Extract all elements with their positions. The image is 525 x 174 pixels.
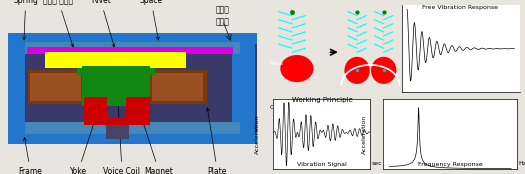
Bar (77, 68, 155, 75)
Text: 가이드: 가이드 (216, 17, 229, 26)
Text: Frame: Frame (18, 137, 43, 174)
Bar (45, 52, 186, 68)
Text: Voice Coil: Voice Coil (103, 77, 141, 174)
Bar (83, 97, 108, 125)
Text: Vibration Signal: Vibration Signal (298, 162, 347, 167)
Text: 골전도 전달체: 골전도 전달체 (43, 0, 74, 47)
Text: Frequency Response: Frequency Response (418, 162, 483, 167)
Bar (30, 73, 81, 101)
Bar (232, 33, 255, 144)
Text: Free Vibration Response: Free Vibration Response (423, 5, 498, 10)
Text: sec: sec (372, 161, 383, 166)
Text: Rivet: Rivet (91, 0, 115, 47)
Bar (126, 97, 150, 125)
Ellipse shape (280, 55, 313, 82)
Text: Mass: Mass (270, 61, 284, 66)
Text: Plate: Plate (206, 108, 227, 174)
Text: Acceleration: Acceleration (255, 114, 260, 154)
Ellipse shape (371, 57, 396, 84)
Text: Working Principle: Working Principle (292, 97, 353, 103)
Ellipse shape (344, 57, 370, 84)
Bar (8, 33, 257, 44)
Bar (26, 47, 233, 54)
Bar (150, 70, 207, 104)
Text: Hz: Hz (519, 161, 525, 166)
Bar (8, 134, 257, 144)
Text: Acceleration: Acceleration (362, 114, 367, 154)
Text: 진동자: 진동자 (216, 5, 229, 14)
Text: Concave Surface: Concave Surface (270, 105, 323, 110)
Bar (152, 73, 203, 101)
Bar (106, 122, 129, 139)
Text: Spring: Spring (13, 0, 38, 40)
Bar (28, 70, 85, 104)
Bar (25, 122, 240, 134)
Text: Yoke: Yoke (70, 109, 99, 174)
Bar (82, 66, 150, 106)
Text: Magnet: Magnet (142, 122, 173, 174)
Bar (25, 42, 240, 54)
Bar (83, 118, 150, 125)
Bar (93, 67, 138, 74)
Text: Space: Space (140, 0, 163, 40)
Bar (8, 33, 257, 144)
Bar (8, 33, 25, 144)
